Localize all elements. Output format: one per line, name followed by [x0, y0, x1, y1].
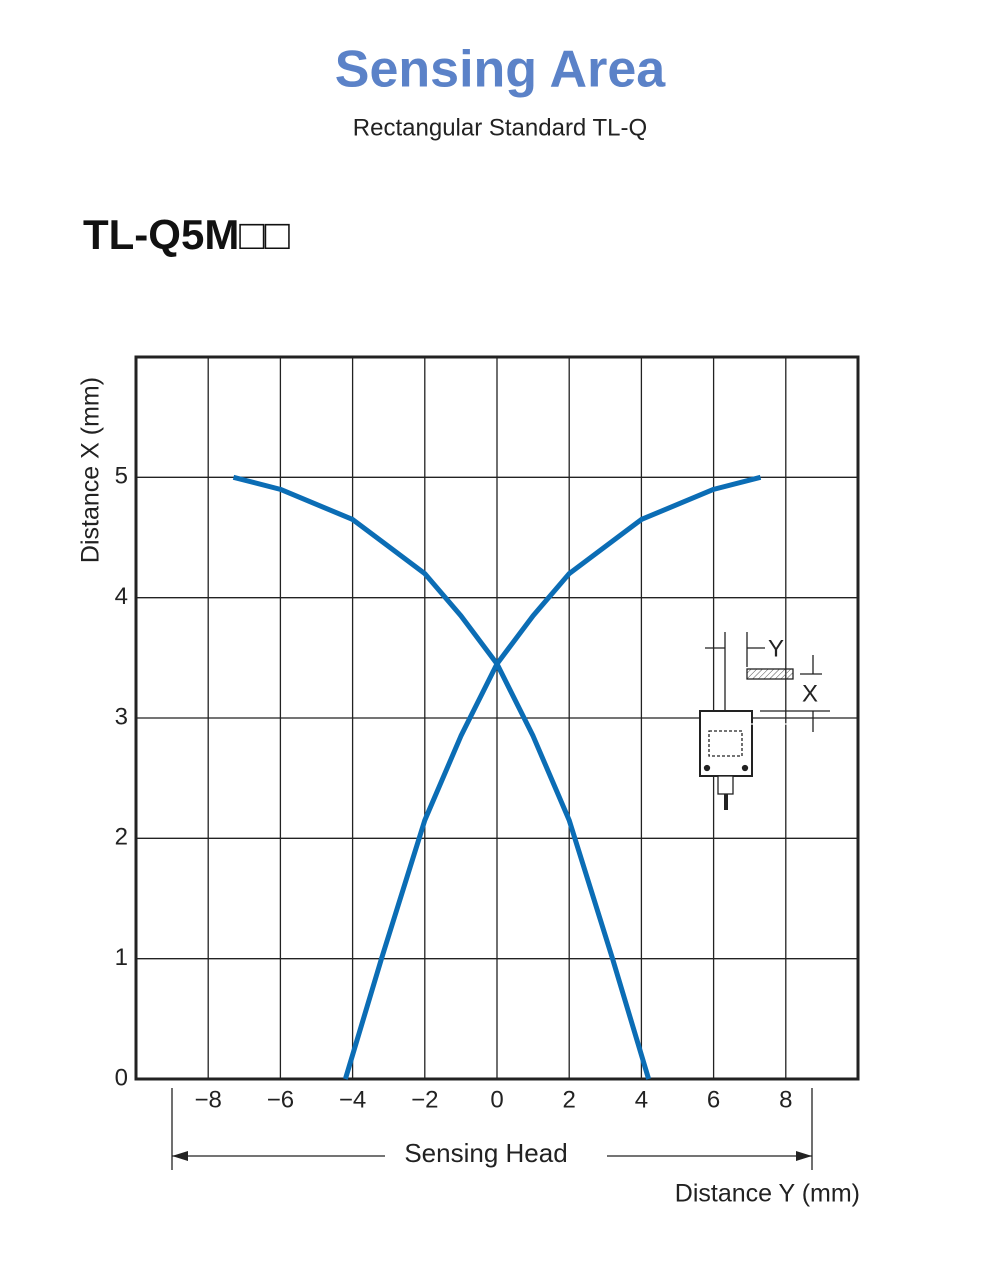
y-axis-label: Distance X (mm) — [77, 377, 105, 563]
sensing-head-bracket — [171, 1088, 813, 1170]
inset-label: Y — [768, 635, 784, 662]
series-line — [342, 474, 762, 1080]
x-axis-label: Distance Y (mm) — [675, 1180, 860, 1208]
y-tick-label: 2 — [115, 824, 128, 851]
annotation: Sensing Head — [404, 1138, 567, 1168]
x-tick-label: 0 — [490, 1086, 503, 1113]
series-line — [232, 474, 652, 1080]
x-tick-label: −6 — [267, 1086, 294, 1113]
y-tick-label: 0 — [115, 1064, 128, 1091]
chart-subtitle: Rectangular Standard TL-Q — [353, 114, 647, 141]
model-name: TL-Q5M□□ — [83, 211, 291, 258]
y-tick-label: 4 — [115, 583, 128, 610]
inset-label: X — [802, 680, 818, 707]
x-tick-label: 6 — [707, 1086, 720, 1113]
x-tick-label: 2 — [563, 1086, 576, 1113]
x-tick-label: −4 — [339, 1086, 366, 1113]
y-tick-label: 5 — [115, 463, 128, 490]
y-tick-label: 3 — [115, 703, 128, 730]
plot-frame — [134, 355, 860, 1081]
y-tick-label: 1 — [115, 944, 128, 971]
x-tick-label: 4 — [635, 1086, 648, 1113]
sensor-inset — [699, 632, 830, 810]
chart-title: Sensing Area — [335, 41, 666, 99]
x-tick-label: −8 — [195, 1086, 222, 1113]
x-tick-label: −2 — [411, 1086, 438, 1113]
x-tick-label: 8 — [779, 1086, 792, 1113]
